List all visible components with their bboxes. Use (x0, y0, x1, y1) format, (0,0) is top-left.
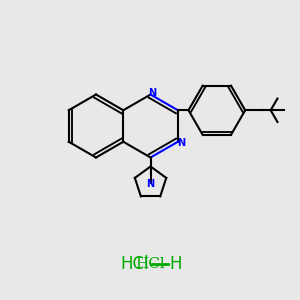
Text: HCl: HCl (135, 257, 165, 271)
Text: N: N (146, 178, 154, 189)
Text: N: N (148, 88, 156, 98)
Text: HCl: HCl (121, 255, 149, 273)
Text: N: N (177, 138, 185, 148)
Text: H: H (169, 255, 182, 273)
